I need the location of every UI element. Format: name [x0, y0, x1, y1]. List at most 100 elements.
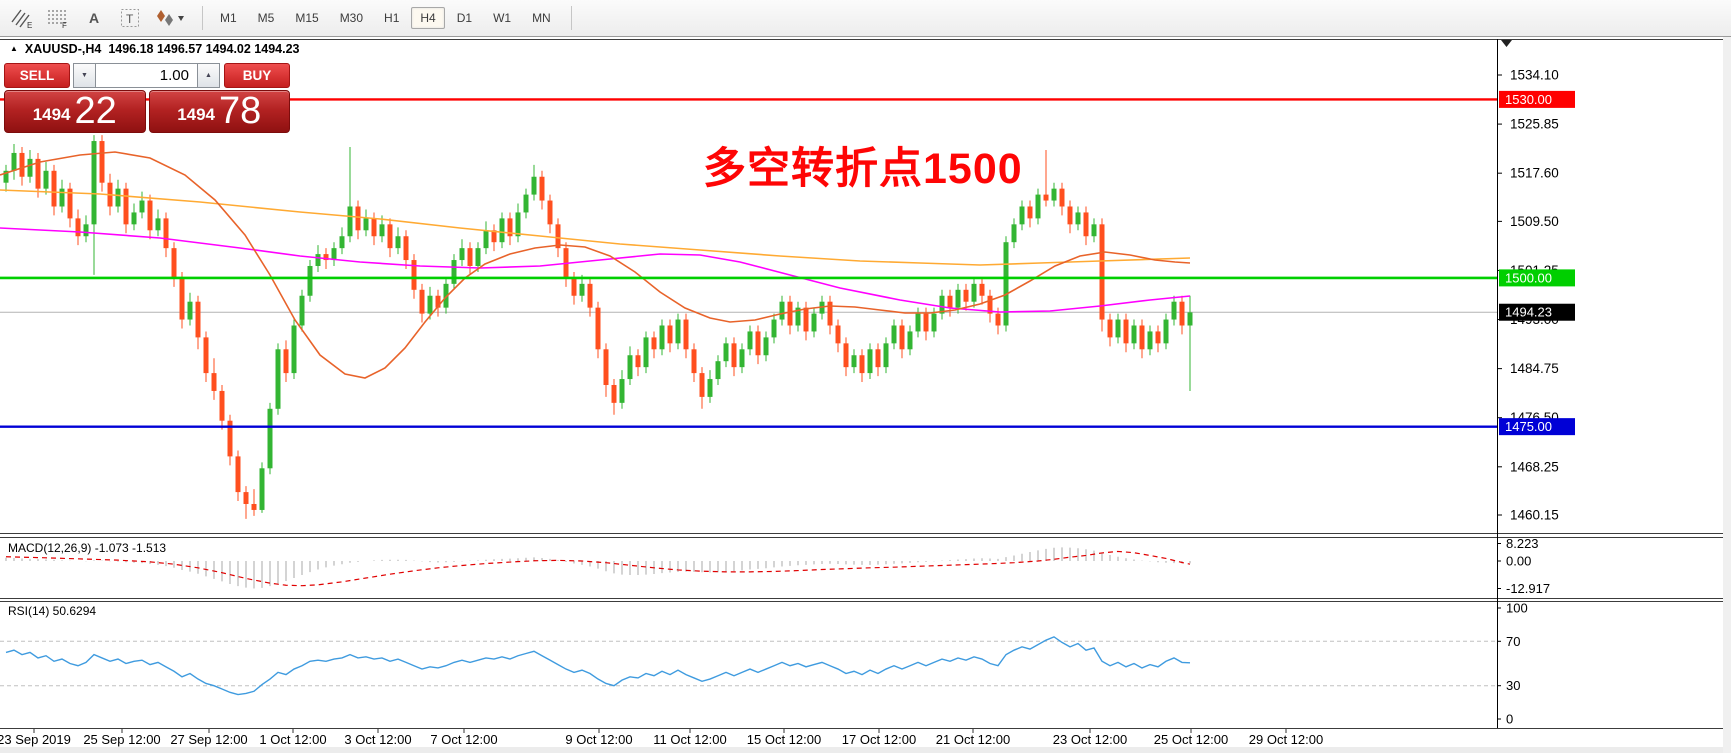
equidistant-channel-icon[interactable]: E [6, 4, 38, 32]
candle-body [803, 307, 809, 332]
candle-body [531, 176, 537, 195]
time-axis-label[interactable]: 9 Oct 12:00 [565, 732, 632, 747]
time-axis-label[interactable]: 15 Oct 12:00 [747, 732, 821, 747]
candle-body [323, 254, 329, 261]
fibonacci-icon[interactable]: F [42, 4, 74, 32]
sell-button[interactable]: SELL [4, 63, 70, 88]
candle-body [155, 218, 161, 231]
candle-body [547, 200, 553, 225]
time-axis-label[interactable]: 29 Oct 12:00 [1249, 732, 1323, 747]
time-axis-label[interactable]: 21 Oct 12:00 [936, 732, 1010, 747]
buy-button[interactable]: BUY [224, 63, 290, 88]
candle-body [643, 337, 649, 368]
candle-body [763, 337, 769, 356]
price-tag [1499, 269, 1575, 287]
timeframe-button-m5[interactable]: M5 [257, 11, 275, 25]
arrows-dropdown-icon[interactable] [150, 4, 190, 32]
candle-body [259, 468, 265, 510]
candle-body [387, 224, 393, 249]
volume-up-button[interactable]: ▲ [197, 63, 220, 88]
one-click-trade-panel: SELL ▼ ▲ BUY 1494 22 1494 78 [4, 63, 290, 133]
macd-axis-label: -12.917 [1506, 581, 1550, 596]
candle-body [299, 295, 305, 326]
volume-input[interactable] [96, 63, 197, 88]
candle-body [251, 503, 257, 510]
candle-body [1179, 301, 1185, 326]
candle-body [955, 289, 961, 308]
rsi-layer [0, 636, 1497, 696]
candle-body [939, 295, 945, 314]
timeframe-button-h1[interactable]: H1 [384, 11, 400, 25]
textbox-icon[interactable]: T [114, 4, 146, 32]
price-axis-label: 1509.50 [1510, 214, 1559, 229]
candle-body [163, 218, 169, 249]
timeframe-button-d1[interactable]: D1 [456, 11, 473, 25]
timeframe-button-mn[interactable]: MN [532, 11, 551, 25]
candle-body [11, 152, 17, 171]
candle-body [507, 218, 513, 237]
candle-body [603, 349, 609, 385]
candle-body [1011, 224, 1017, 243]
timeframe-button-w1[interactable]: W1 [493, 11, 512, 25]
timeframe-button-m15[interactable]: M15 [295, 11, 319, 25]
chart-shift-marker[interactable] [1501, 40, 1512, 47]
timeframe-button-h4[interactable]: H4 [411, 7, 445, 29]
candle-body [979, 283, 985, 296]
time-axis-label[interactable]: 11 Oct 12:00 [653, 732, 726, 747]
candle-body [779, 301, 785, 320]
candle-body [795, 307, 801, 326]
candle-body [403, 236, 409, 261]
candle-body [747, 331, 753, 350]
candle-body [667, 325, 673, 344]
candle-body [467, 248, 473, 266]
time-axis-label[interactable]: 3 Oct 12:00 [344, 732, 411, 747]
time-axis-label[interactable]: 23 Oct 12:00 [1053, 732, 1127, 747]
time-axis-label[interactable]: 23 Sep 2019 [0, 732, 71, 747]
candle-body [859, 355, 865, 374]
ohlc-values: 1496.18 1496.57 1494.02 1494.23 [108, 42, 300, 56]
candle-body [1187, 312, 1193, 326]
candle-body [867, 349, 873, 374]
candle-body [587, 283, 593, 308]
time-axis-label[interactable]: 27 Sep 12:00 [170, 732, 247, 747]
sell-price-display[interactable]: 1494 22 [4, 90, 146, 133]
candle-body [443, 283, 449, 308]
candle-body [427, 295, 433, 314]
candle-body [947, 295, 953, 308]
candle-body [715, 361, 721, 380]
candle-body [347, 206, 353, 237]
candle-body [235, 456, 241, 493]
candle-body [1091, 224, 1097, 237]
time-axis-label[interactable]: 7 Oct 12:00 [430, 732, 497, 747]
candle-body [571, 277, 577, 296]
text-label-icon[interactable]: A [88, 10, 100, 26]
timeframe-button-m1[interactable]: M1 [220, 11, 237, 25]
buy-price-display[interactable]: 1494 78 [148, 90, 290, 133]
candles-layer [3, 135, 1193, 519]
scrollbar[interactable] [1723, 0, 1731, 753]
timeframe-button-m30[interactable]: M30 [339, 11, 364, 25]
rsi-axis-label: 100 [1506, 601, 1528, 616]
candle-body [35, 158, 41, 189]
candle-body [619, 379, 625, 403]
volume-down-button[interactable]: ▼ [73, 63, 96, 88]
price-tag-label: 1530.00 [1505, 92, 1552, 107]
candle-body [99, 141, 105, 183]
candle-body [851, 355, 857, 368]
time-axis-label[interactable]: 1 Oct 12:00 [259, 732, 326, 747]
candle-body [635, 355, 641, 368]
candle-body [1163, 319, 1169, 344]
rsi-line [5, 636, 1191, 696]
candle-body [67, 188, 73, 219]
candle-body [699, 373, 705, 397]
candle-body [899, 325, 905, 350]
candle-body [307, 265, 313, 296]
collapse-arrow-icon[interactable]: ▲ [10, 43, 18, 53]
price-tag [1499, 303, 1575, 321]
candle-body [1147, 331, 1153, 350]
time-axis-label[interactable]: 25 Sep 12:00 [83, 732, 160, 747]
time-axis-label[interactable]: 17 Oct 12:00 [842, 732, 916, 747]
time-axis-label[interactable]: 25 Oct 12:00 [1154, 732, 1228, 747]
candle-body [987, 295, 993, 314]
